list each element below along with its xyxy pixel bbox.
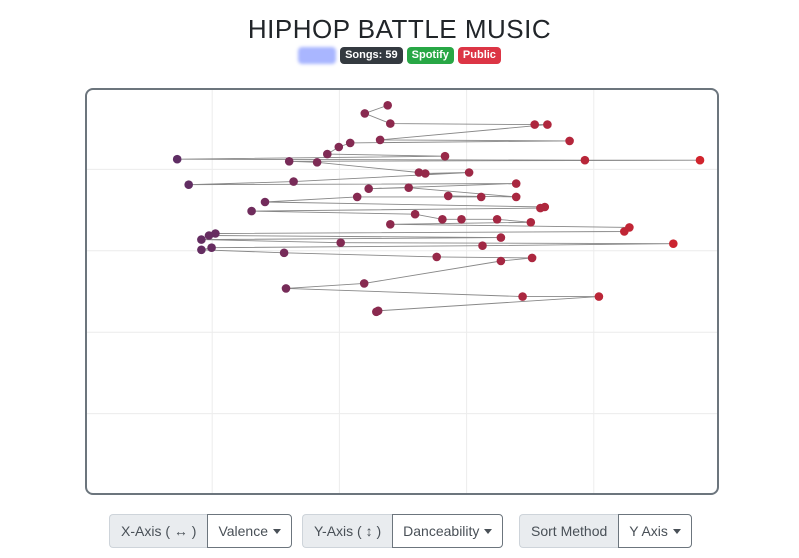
data-point[interactable] xyxy=(536,203,545,213)
owner-badge[interactable] xyxy=(298,47,337,64)
data-point[interactable] xyxy=(184,180,193,189)
data-point[interactable] xyxy=(279,248,289,258)
sort-dropdown[interactable]: Y Axis xyxy=(618,514,692,548)
data-point[interactable] xyxy=(443,191,453,201)
data-point[interactable] xyxy=(352,192,362,202)
data-point[interactable] xyxy=(336,238,345,247)
data-point[interactable] xyxy=(197,235,206,244)
data-point[interactable] xyxy=(312,158,322,167)
data-point[interactable] xyxy=(526,218,536,227)
connector-lines xyxy=(177,104,701,313)
songs-count-badge: Songs: 59 xyxy=(340,47,403,64)
data-point[interactable] xyxy=(260,197,270,207)
data-point[interactable] xyxy=(281,284,291,293)
data-point[interactable] xyxy=(511,179,521,188)
data-point[interactable] xyxy=(421,169,430,178)
data-point[interactable] xyxy=(383,101,393,110)
data-point[interactable] xyxy=(375,135,385,145)
data-point[interactable] xyxy=(372,307,381,317)
data-point[interactable] xyxy=(334,142,344,152)
data-point[interactable] xyxy=(457,215,466,224)
data-points xyxy=(172,101,705,317)
data-point[interactable] xyxy=(410,209,420,219)
sort-control: Sort Method Y Axis xyxy=(519,514,692,548)
data-point[interactable] xyxy=(496,256,506,266)
data-point[interactable] xyxy=(511,192,521,202)
data-point[interactable] xyxy=(204,231,214,240)
data-point[interactable] xyxy=(440,151,450,161)
data-point[interactable] xyxy=(620,227,629,236)
data-point[interactable] xyxy=(386,119,395,128)
badge-row: Songs: 59 Spotify Public xyxy=(0,47,799,64)
data-point[interactable] xyxy=(197,245,206,255)
controls-bar: X-Axis ( ↔ ) Valence Y-Axis ( ↕ ) Dancea… xyxy=(0,514,799,548)
sort-label: Sort Method xyxy=(519,514,619,548)
data-point[interactable] xyxy=(565,136,574,146)
y-axis-label: Y-Axis ( ↕ ) xyxy=(302,514,393,548)
chart-container xyxy=(85,88,719,495)
data-point[interactable] xyxy=(580,155,590,165)
platform-badge: Spotify xyxy=(406,47,454,64)
data-point[interactable] xyxy=(345,138,355,148)
x-axis-dropdown[interactable]: Valence xyxy=(207,514,293,548)
data-point[interactable] xyxy=(496,233,506,242)
data-point[interactable] xyxy=(518,292,527,301)
caret-down-icon xyxy=(273,528,282,534)
y-axis-dropdown[interactable]: Danceability xyxy=(392,514,504,548)
data-point[interactable] xyxy=(543,120,552,129)
y-axis-control: Y-Axis ( ↕ ) Danceability xyxy=(302,514,504,548)
y-axis-value: Danceability xyxy=(403,523,480,539)
caret-down-icon xyxy=(672,528,681,534)
data-point[interactable] xyxy=(360,109,370,118)
x-axis-control: X-Axis ( ↔ ) Valence xyxy=(109,514,293,548)
visibility-badge: Public xyxy=(457,47,501,64)
data-point[interactable] xyxy=(478,241,487,250)
page-title: HIPHOP BATTLE MUSIC xyxy=(247,14,552,44)
data-point[interactable] xyxy=(404,183,414,192)
data-point[interactable] xyxy=(432,252,442,262)
data-point[interactable] xyxy=(414,168,424,177)
x-axis-label: X-Axis ( ↔ ) xyxy=(109,514,208,548)
data-point[interactable] xyxy=(438,215,447,224)
data-point[interactable] xyxy=(289,177,298,186)
x-axis-value: Valence xyxy=(218,523,269,539)
data-point[interactable] xyxy=(527,253,537,263)
data-point[interactable] xyxy=(247,206,256,216)
data-point[interactable] xyxy=(695,155,705,165)
series-connector-line xyxy=(177,104,701,313)
data-point[interactable] xyxy=(323,149,332,159)
data-point[interactable] xyxy=(476,192,486,202)
data-point[interactable] xyxy=(172,154,182,164)
data-point[interactable] xyxy=(669,239,678,248)
chart-grid xyxy=(87,90,717,493)
data-point[interactable] xyxy=(359,279,369,288)
data-point[interactable] xyxy=(464,168,474,177)
sort-value: Y Axis xyxy=(629,523,668,539)
scatter-chart[interactable] xyxy=(87,90,717,493)
data-point[interactable] xyxy=(364,184,374,193)
data-point[interactable] xyxy=(386,220,395,229)
data-point[interactable] xyxy=(594,292,604,301)
data-point[interactable] xyxy=(207,243,216,252)
data-point[interactable] xyxy=(530,120,539,129)
data-point[interactable] xyxy=(284,157,294,166)
caret-down-icon xyxy=(484,528,493,534)
data-point[interactable] xyxy=(492,215,502,224)
